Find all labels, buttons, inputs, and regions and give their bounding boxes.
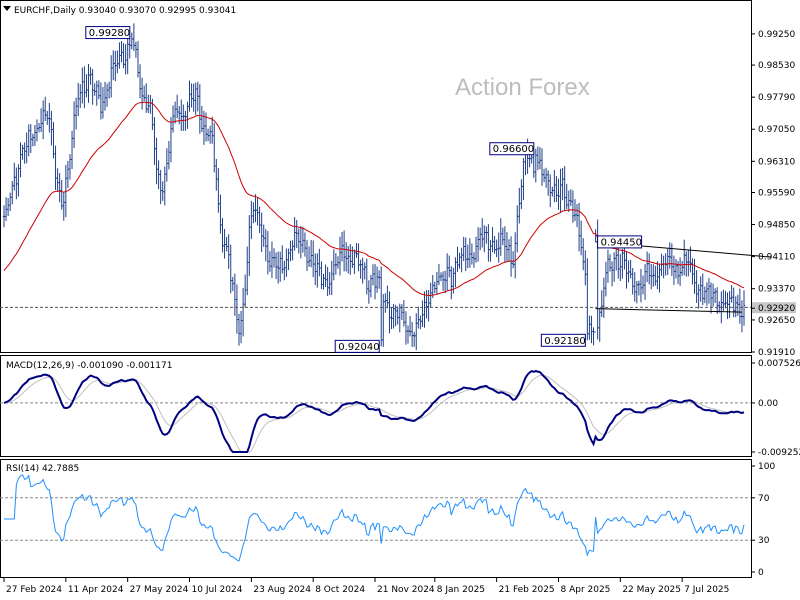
price-tick-label: 0.97050 [758,125,795,135]
rsi-axis: 100 70 30 0 [0,462,775,578]
price-annotation: 0.92040 [334,339,380,353]
x-tick-label: 8 Apr 2025 [560,585,610,595]
rsi-line-path [4,474,745,562]
trendline [595,308,742,313]
price-axis: 0.92920 0.92650 0.93370 0.94110 0.94850 0.955… [751,30,796,358]
price-annotation: 0.99280 [85,26,131,40]
x-tick-label: 8 Jan 2025 [437,585,485,595]
macd-title: MACD(12,26,9) -0.001090 -0.001171 [6,361,172,371]
macd-panel-frame [0,355,752,457]
price-annotations: 0.99280 0.92040 0.96600 0.94450 0.92180 [85,26,643,353]
price-tick-label: 0.91910 [758,348,795,358]
x-tick-label: 21 Nov 2024 [377,585,435,595]
svg-text:0.94450: 0.94450 [601,237,642,248]
macd-tick-label: -0.009252 [758,448,800,458]
price-title: EURCHF,Daily 0.93040 0.93070 0.92995 0.9… [14,6,236,16]
x-tick-label: 8 Oct 2024 [315,585,365,595]
svg-text:0.96600: 0.96600 [493,144,534,155]
rsi-tick-label: 0 [758,568,764,578]
moving-average [3,101,745,297]
rsi-tick-label: 100 [758,462,775,472]
price-tick-label: 0.92650 [758,316,795,326]
x-tick-label: 27 May 2024 [130,585,189,595]
price-annotation: 0.94450 [597,235,643,249]
ohlc-bar [742,290,746,326]
current-price-tag [752,302,796,314]
rsi-panel[interactable]: RSI(14) 42.7885 100 70 30 0 [0,459,775,579]
x-tick-label: 22 May 2025 [622,585,681,595]
price-tick-label: 0.95590 [758,189,795,199]
rsi-tick-label: 70 [758,494,770,504]
price-tick-label: 0.99250 [758,30,795,40]
macd-panel[interactable]: MACD(12,26,9) -0.001090 -0.001171 0.0075… [0,355,800,459]
rsi-panel-frame [0,459,752,578]
x-tick-label: 21 Feb 2025 [499,585,555,595]
price-tick-label: 0.94850 [758,221,795,231]
svg-text:0.99280: 0.99280 [89,28,130,39]
macd-tick-label: 0.00 [758,399,778,409]
macd-lines [3,369,745,453]
price-tick-label: 0.92920 [758,304,795,314]
price-bars [2,23,746,351]
price-annotation: 0.92180 [540,333,586,347]
macd-line [3,369,745,453]
svg-text:0.92180: 0.92180 [544,336,585,347]
ma-line [3,101,745,297]
x-tick-label: 10 Jul 2024 [192,585,243,595]
rsi-line [4,474,745,562]
price-tick-label: 0.93370 [758,285,795,295]
price-tick-label: 0.94110 [758,253,795,263]
x-tick-label: 11 Apr 2024 [68,585,124,595]
x-tick-label: 23 Aug 2024 [253,585,311,595]
rsi-tick-label: 30 [758,536,770,546]
price-panel[interactable]: EURCHF,Daily 0.93040 0.93070 0.92995 0.9… [0,0,796,359]
x-tick-label: 7 Jul 2025 [684,585,729,595]
svg-text:0.92040: 0.92040 [338,342,379,353]
macd-tick-label: 0.007526 [758,359,800,369]
price-tick-label: 0.96310 [758,157,795,167]
watermark: Action Forex [455,74,590,101]
rsi-title: RSI(14) 42.7885 [6,464,79,474]
price-tick-label: 0.97790 [758,93,795,103]
price-annotation: 0.96600 [489,142,535,156]
x-tick-label: 27 Feb 2024 [6,585,62,595]
price-tick-label: 0.98530 [758,61,795,71]
x-axis: 27 Feb 2024 11 Apr 2024 27 May 2024 10 Jul … [3,578,729,595]
chevron-down-icon[interactable] [3,6,11,11]
macd-axis: 0.007526 0.00 -0.009252 [0,359,800,458]
